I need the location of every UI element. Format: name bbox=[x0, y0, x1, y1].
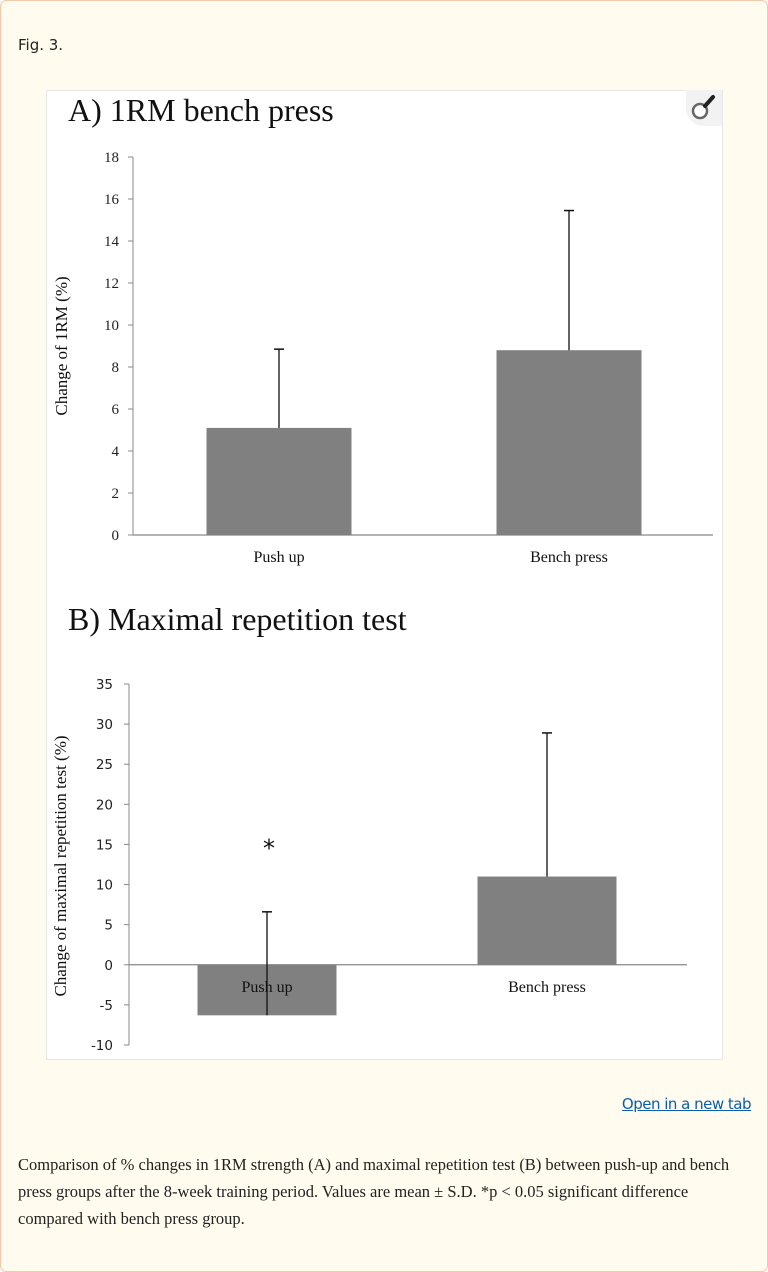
bar bbox=[496, 350, 642, 535]
chart-b: -10 -5 0 5 10 15 20 25 30 35 Push up Bench press * bbox=[91, 677, 687, 1054]
category-label: Bench press bbox=[530, 549, 608, 566]
y-tick-label: 25 bbox=[96, 757, 113, 773]
y-tick-label: 4 bbox=[112, 444, 120, 460]
zoom-button[interactable] bbox=[686, 90, 722, 126]
bar bbox=[206, 427, 352, 535]
category-label: Bench press bbox=[508, 979, 586, 996]
y-tick-label: 6 bbox=[112, 402, 120, 418]
significance-asterisk: * bbox=[263, 834, 275, 862]
y-tick-label: 14 bbox=[104, 234, 120, 250]
bar bbox=[477, 876, 617, 965]
category-label: Push up bbox=[253, 549, 304, 566]
figure-caption: Comparison of % changes in 1RM strength … bbox=[18, 1155, 730, 1228]
y-tick-label: 15 bbox=[96, 837, 113, 853]
chart-b-ylabel: Change of maximal repetition test (%) bbox=[51, 735, 70, 996]
y-tick-label: -5 bbox=[100, 998, 113, 1014]
open-in-new-tab-link[interactable]: Open in a new tab bbox=[621, 1095, 752, 1113]
y-tick-label: 0 bbox=[104, 958, 113, 974]
chart-b-title: B) Maximal repetition test bbox=[68, 601, 407, 637]
y-tick-label: 16 bbox=[104, 192, 120, 208]
y-tick-label: 20 bbox=[96, 797, 113, 813]
y-tick-label: 10 bbox=[96, 878, 113, 894]
y-tick-label: 8 bbox=[112, 360, 120, 376]
y-tick-label: -10 bbox=[91, 1038, 113, 1054]
chart-a-title: A) 1RM bench press bbox=[68, 92, 334, 128]
y-tick-label: 10 bbox=[104, 318, 119, 334]
category-label: Push up bbox=[241, 979, 292, 996]
figure-label: Fig. 3. bbox=[18, 36, 64, 54]
y-tick-label: 0 bbox=[112, 528, 120, 544]
y-tick-label: 35 bbox=[96, 677, 113, 693]
chart-a: 0 2 4 6 8 10 12 14 16 18 Push up Bench press bbox=[104, 150, 713, 566]
magnifier-icon bbox=[691, 95, 715, 120]
y-tick-label: 18 bbox=[104, 150, 119, 166]
y-tick-label: 5 bbox=[104, 918, 113, 934]
y-tick-label: 2 bbox=[112, 486, 120, 502]
chart-a-ylabel: Change of 1RM (%) bbox=[52, 276, 71, 415]
y-tick-label: 30 bbox=[96, 717, 113, 733]
y-tick-label: 12 bbox=[104, 276, 119, 292]
